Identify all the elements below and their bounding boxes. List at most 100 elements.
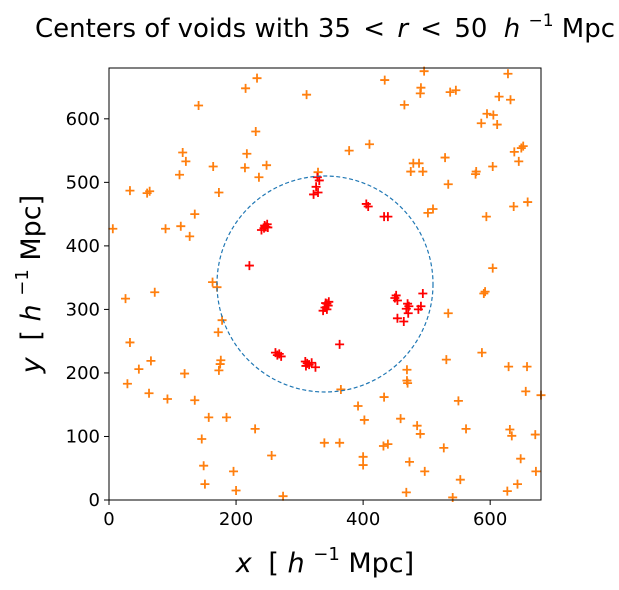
outside-void-marker: [252, 73, 262, 83]
outside-void-marker: [229, 466, 239, 476]
outside-void-marker: [319, 438, 329, 448]
y-axis-h: h: [16, 304, 47, 321]
outside-void-marker: [488, 110, 498, 120]
inside-void-marker: [324, 297, 334, 307]
x-axis-unit: Mpc]: [348, 548, 414, 579]
title-number: 50: [454, 14, 487, 44]
void-boundary-circle: [216, 175, 434, 393]
outside-void-marker: [507, 431, 517, 441]
y-tick-label: 500: [66, 172, 100, 193]
outside-void-marker: [358, 460, 368, 470]
outside-void-marker: [250, 424, 260, 434]
outside-void-marker: [453, 396, 463, 406]
inside-void-marker: [418, 289, 428, 299]
outside-void-marker: [125, 186, 135, 196]
outside-void-marker: [512, 479, 522, 489]
x-tick-label: 200: [219, 509, 253, 530]
y-axis-var: y: [16, 356, 47, 374]
outside-void-marker: [378, 441, 388, 451]
outside-void-marker: [267, 451, 277, 461]
y-tick-label: 200: [66, 363, 100, 384]
outside-void-marker: [197, 434, 207, 444]
outside-void-marker: [145, 186, 155, 196]
outside-void-marker: [406, 167, 416, 177]
inside-void-marker: [322, 304, 332, 314]
outside-void-marker: [401, 487, 411, 497]
inside-void-marker: [314, 175, 324, 185]
outside-void-marker: [190, 395, 200, 405]
title-unit: Mpc: [562, 14, 615, 44]
plot-area: [108, 66, 546, 502]
outside-void-marker: [521, 386, 531, 396]
outside-void-marker: [441, 355, 451, 365]
inside-void-marker: [391, 290, 401, 300]
x-axis-open: [: [268, 548, 279, 579]
outside-void-marker: [144, 388, 154, 398]
outside-void-marker: [204, 412, 214, 422]
outside-void-marker: [412, 421, 422, 431]
outside-void-marker: [208, 161, 218, 171]
outside-void-marker: [176, 221, 186, 231]
outside-void-marker: [439, 443, 449, 453]
outside-void-marker: [162, 394, 172, 404]
x-axis-exp: −1: [313, 544, 340, 565]
outside-void-marker: [231, 485, 241, 495]
outside-void-marker: [455, 475, 465, 485]
outside-void-marker: [194, 100, 204, 110]
inside-void-marker: [276, 351, 286, 361]
outside-void-marker: [502, 486, 512, 496]
inside-void-markers: [244, 172, 428, 372]
y-axis-unit: Mpc]: [16, 195, 47, 261]
outside-void-marker: [428, 204, 438, 214]
title-r: r: [397, 14, 410, 44]
outside-void-marker: [125, 337, 135, 347]
outside-void-marker: [403, 378, 413, 388]
x-axis-label: x [ h −1 Mpc]: [235, 536, 414, 579]
outside-void-marker: [443, 308, 453, 318]
y-tick-label: 0: [89, 490, 100, 511]
outside-void-marker: [402, 365, 412, 375]
outside-void-marker: [480, 287, 490, 297]
outside-void-marker: [506, 95, 516, 105]
outside-void-marker: [488, 161, 498, 171]
outside-void-marker: [416, 83, 426, 93]
inside-void-marker: [313, 188, 323, 198]
y-tick-label: 400: [66, 236, 100, 257]
outside-void-marker: [134, 364, 144, 374]
inside-void-marker: [399, 316, 409, 326]
outside-void-marker: [208, 277, 218, 287]
outside-void-marker: [415, 429, 425, 439]
x-axis-ticks: 0 200 400 600: [103, 500, 507, 530]
outside-void-marker: [241, 83, 251, 93]
title-lt-2: <: [420, 14, 442, 44]
outside-void-marker: [175, 170, 185, 180]
outside-void-marker: [302, 90, 312, 100]
inside-void-marker: [416, 301, 426, 311]
outside-void-marker: [451, 85, 461, 95]
outside-void-marker: [492, 120, 502, 130]
outside-void-marker: [516, 454, 526, 464]
outside-void-marker: [531, 466, 541, 476]
inside-void-marker: [244, 261, 254, 271]
outside-void-marker: [383, 439, 393, 449]
outside-void-marker: [150, 287, 160, 297]
outside-void-marker: [181, 156, 191, 166]
x-axis-h: h: [288, 548, 305, 579]
x-tick-label: 400: [346, 509, 380, 530]
inside-void-marker: [311, 182, 321, 192]
title-prefix: Centers of voids with 35: [35, 14, 351, 44]
outside-void-marker: [379, 392, 389, 402]
outside-void-marker: [364, 139, 374, 149]
plot-background: [109, 68, 541, 500]
outside-void-marker: [251, 127, 261, 137]
inside-void-marker: [392, 313, 402, 323]
outside-void-marker: [404, 457, 414, 467]
outside-void-marker: [505, 424, 515, 434]
outside-void-marker: [161, 224, 171, 234]
outside-void-marker: [344, 146, 354, 156]
outside-void-marker: [242, 149, 252, 159]
inside-void-marker: [363, 201, 373, 211]
y-tick-label: 600: [66, 109, 100, 130]
outside-void-marker: [518, 141, 528, 151]
outside-void-marker: [278, 491, 288, 501]
